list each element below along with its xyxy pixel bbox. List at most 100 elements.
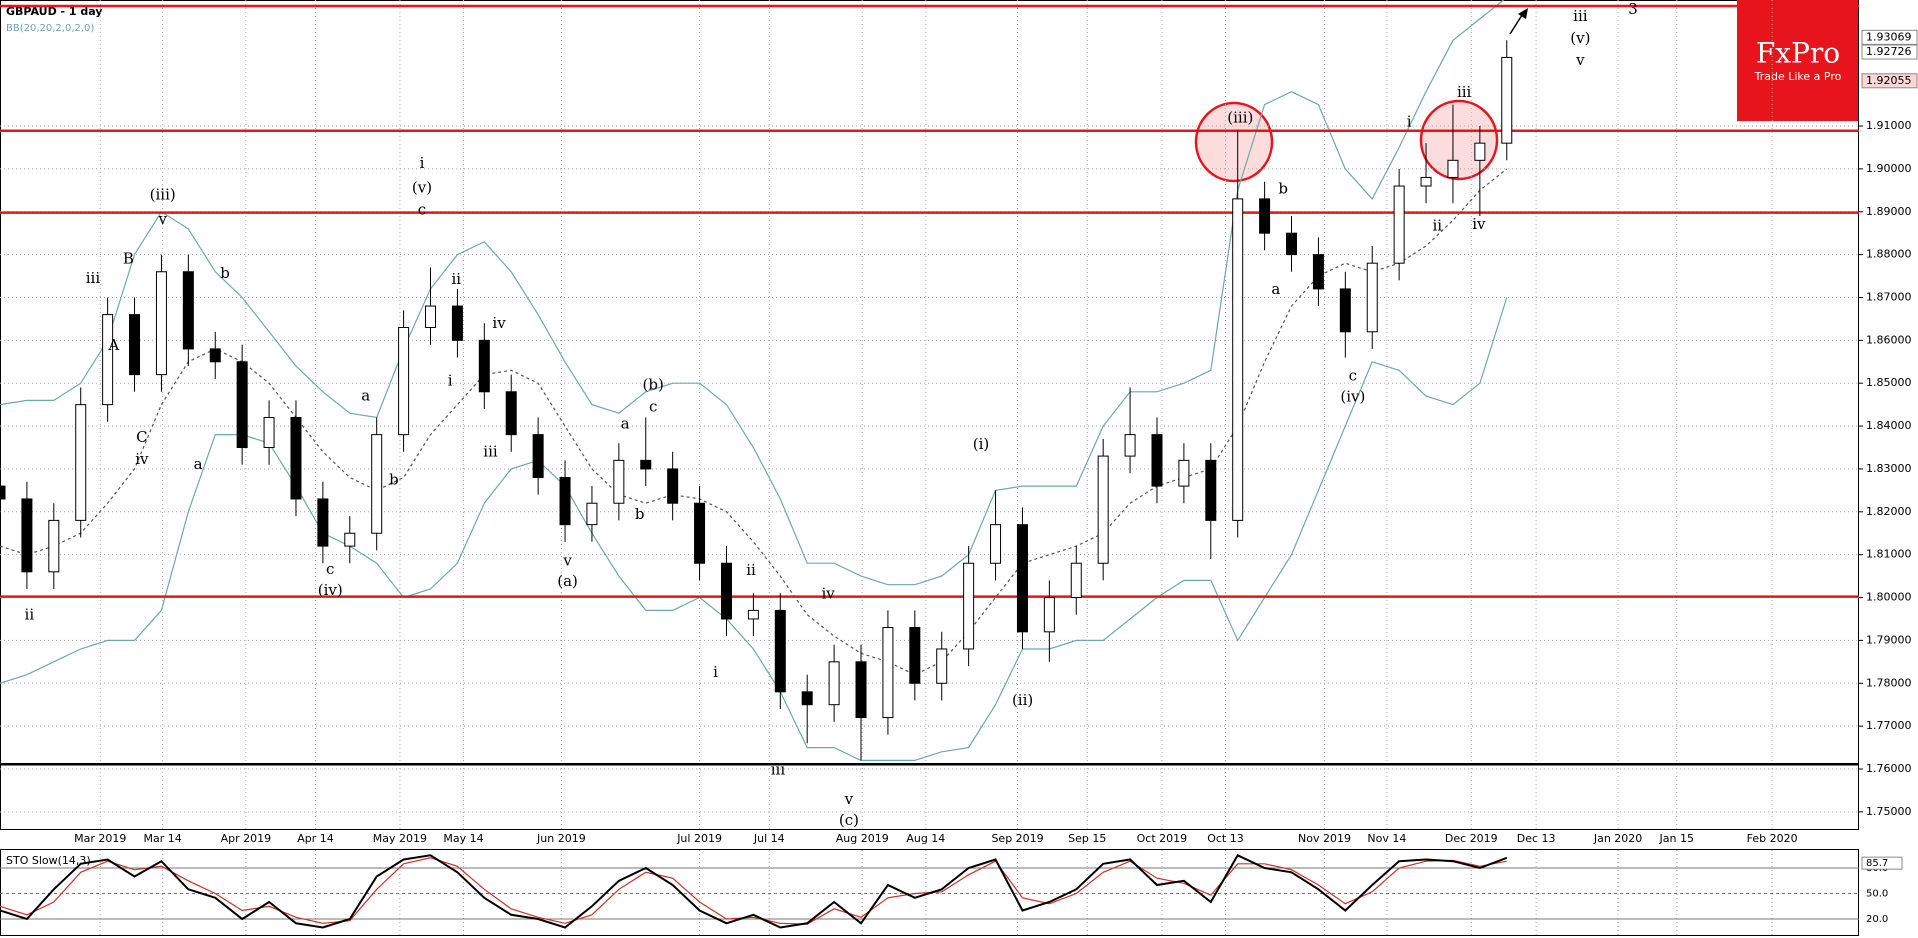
chart-title: GBPAUD - 1 day [6,5,103,18]
logo-tagline: Trade Like a Pro [1754,70,1842,83]
y-tick-label: 1.76000 [1866,762,1912,775]
wave-label: v [844,790,854,808]
price-label-box [1861,44,1918,60]
wave-label: ii [1432,216,1442,234]
candle-body [694,502,706,564]
bollinger-upper [0,0,1505,586]
x-tick-label: Aug 2019 [836,832,889,845]
wave-label: a [621,414,630,432]
arrow-head [1518,8,1528,19]
y-tick-label: 1.81000 [1866,548,1912,561]
wave-label: B [123,249,134,267]
candle-body [182,271,194,350]
candle-body [586,502,598,526]
wave-label: ii [746,561,756,579]
wave-label: (v) [412,178,432,196]
x-tick-label: Jul 14 [753,832,785,845]
y-tick-label: 1.78000 [1866,676,1912,689]
candle-body [613,459,625,504]
candle-body [774,609,786,693]
logo-box [1737,0,1858,121]
candle-body [1178,459,1190,487]
x-tick-label: Sep 15 [1068,832,1106,845]
wave-label: i [420,154,425,172]
stoch-current-label: 85.7 [1866,858,1888,869]
wave-label: (iv) [318,581,343,599]
candle-body [801,691,813,706]
wave-label: iii [483,443,498,461]
wave-label: iv [821,584,835,602]
candle-body [236,361,248,449]
wave-label: a [361,386,370,404]
candle-body [1286,232,1298,256]
candle-body [21,498,33,573]
x-tick-label: Jun 2019 [536,832,586,845]
candle-body [1474,142,1486,161]
wave-label: (v) [1570,29,1590,47]
x-tick-label: Sep 2019 [991,832,1043,845]
x-tick-label: Mar 2019 [74,832,126,845]
wave-label: i [713,663,718,681]
x-tick-label: Dec 13 [1517,832,1556,845]
candle-body [882,627,894,719]
wave-label: C [136,428,147,446]
y-tick-label: 1.89000 [1866,205,1912,218]
wave-label: ii [451,270,461,288]
candle-body [263,417,275,449]
wave-label: (iii) [150,186,176,204]
x-tick-label: May 14 [443,832,483,845]
wave-label: v [157,210,167,228]
wave-label: i [1407,112,1412,130]
wave-label: (ii) [1012,691,1033,709]
y-tick-label: 1.84000 [1866,419,1912,432]
wave-label: (b) [643,375,664,393]
wave-label: iv [492,314,506,332]
candle-body [344,532,356,547]
candle-body [317,498,329,547]
candle-body [1097,455,1109,564]
candle-body [1420,176,1432,187]
candle-body [532,434,544,479]
stoch-frame [0,849,1859,936]
wave-label: a [194,455,203,473]
candle-body [1124,434,1136,457]
highlight-circle [1194,101,1274,183]
wave-label: iii [1457,83,1472,101]
candle-body [1366,262,1378,333]
wave-label: ii [25,605,35,623]
y-tick-label: 1.83000 [1866,462,1912,475]
wave-label: iii [771,761,786,779]
price-label-box [1861,73,1918,89]
highlight-circle [1419,99,1499,181]
wave-label: c [326,560,334,578]
wave-label: (iii) [1227,109,1253,127]
price-label: 1.92055 [1866,74,1912,87]
wave-label: iv [1472,215,1486,233]
price-label: 1.92726 [1866,45,1912,58]
y-tick-label: 1.79000 [1866,633,1912,646]
bollinger-middle [0,168,1508,676]
candle-body [290,417,302,500]
candle-body [478,339,490,393]
candle-body [1447,159,1459,178]
candle-body [1501,56,1513,144]
x-tick-label: Aug 14 [906,832,945,845]
candle-body [129,314,141,376]
candle-body [990,524,1002,564]
wave-label: b [1278,180,1288,198]
wave-label: a [1271,280,1280,298]
y-tick-label: 1.87000 [1866,290,1912,303]
candle-body [1043,597,1055,633]
candle-body [1205,459,1217,521]
x-tick-label: Dec 2019 [1445,832,1498,845]
wave-label: iv [135,450,149,468]
candle-body [828,661,840,706]
y-tick-label: 1.77000 [1866,719,1912,732]
candle-body [1232,198,1244,521]
logo-name: FxPro [1756,37,1840,70]
candle-body [667,468,679,504]
candle-body [1259,198,1271,234]
candle-body [720,562,732,620]
indicator-label: BB(20,20,2,0,2,0) [6,23,94,34]
